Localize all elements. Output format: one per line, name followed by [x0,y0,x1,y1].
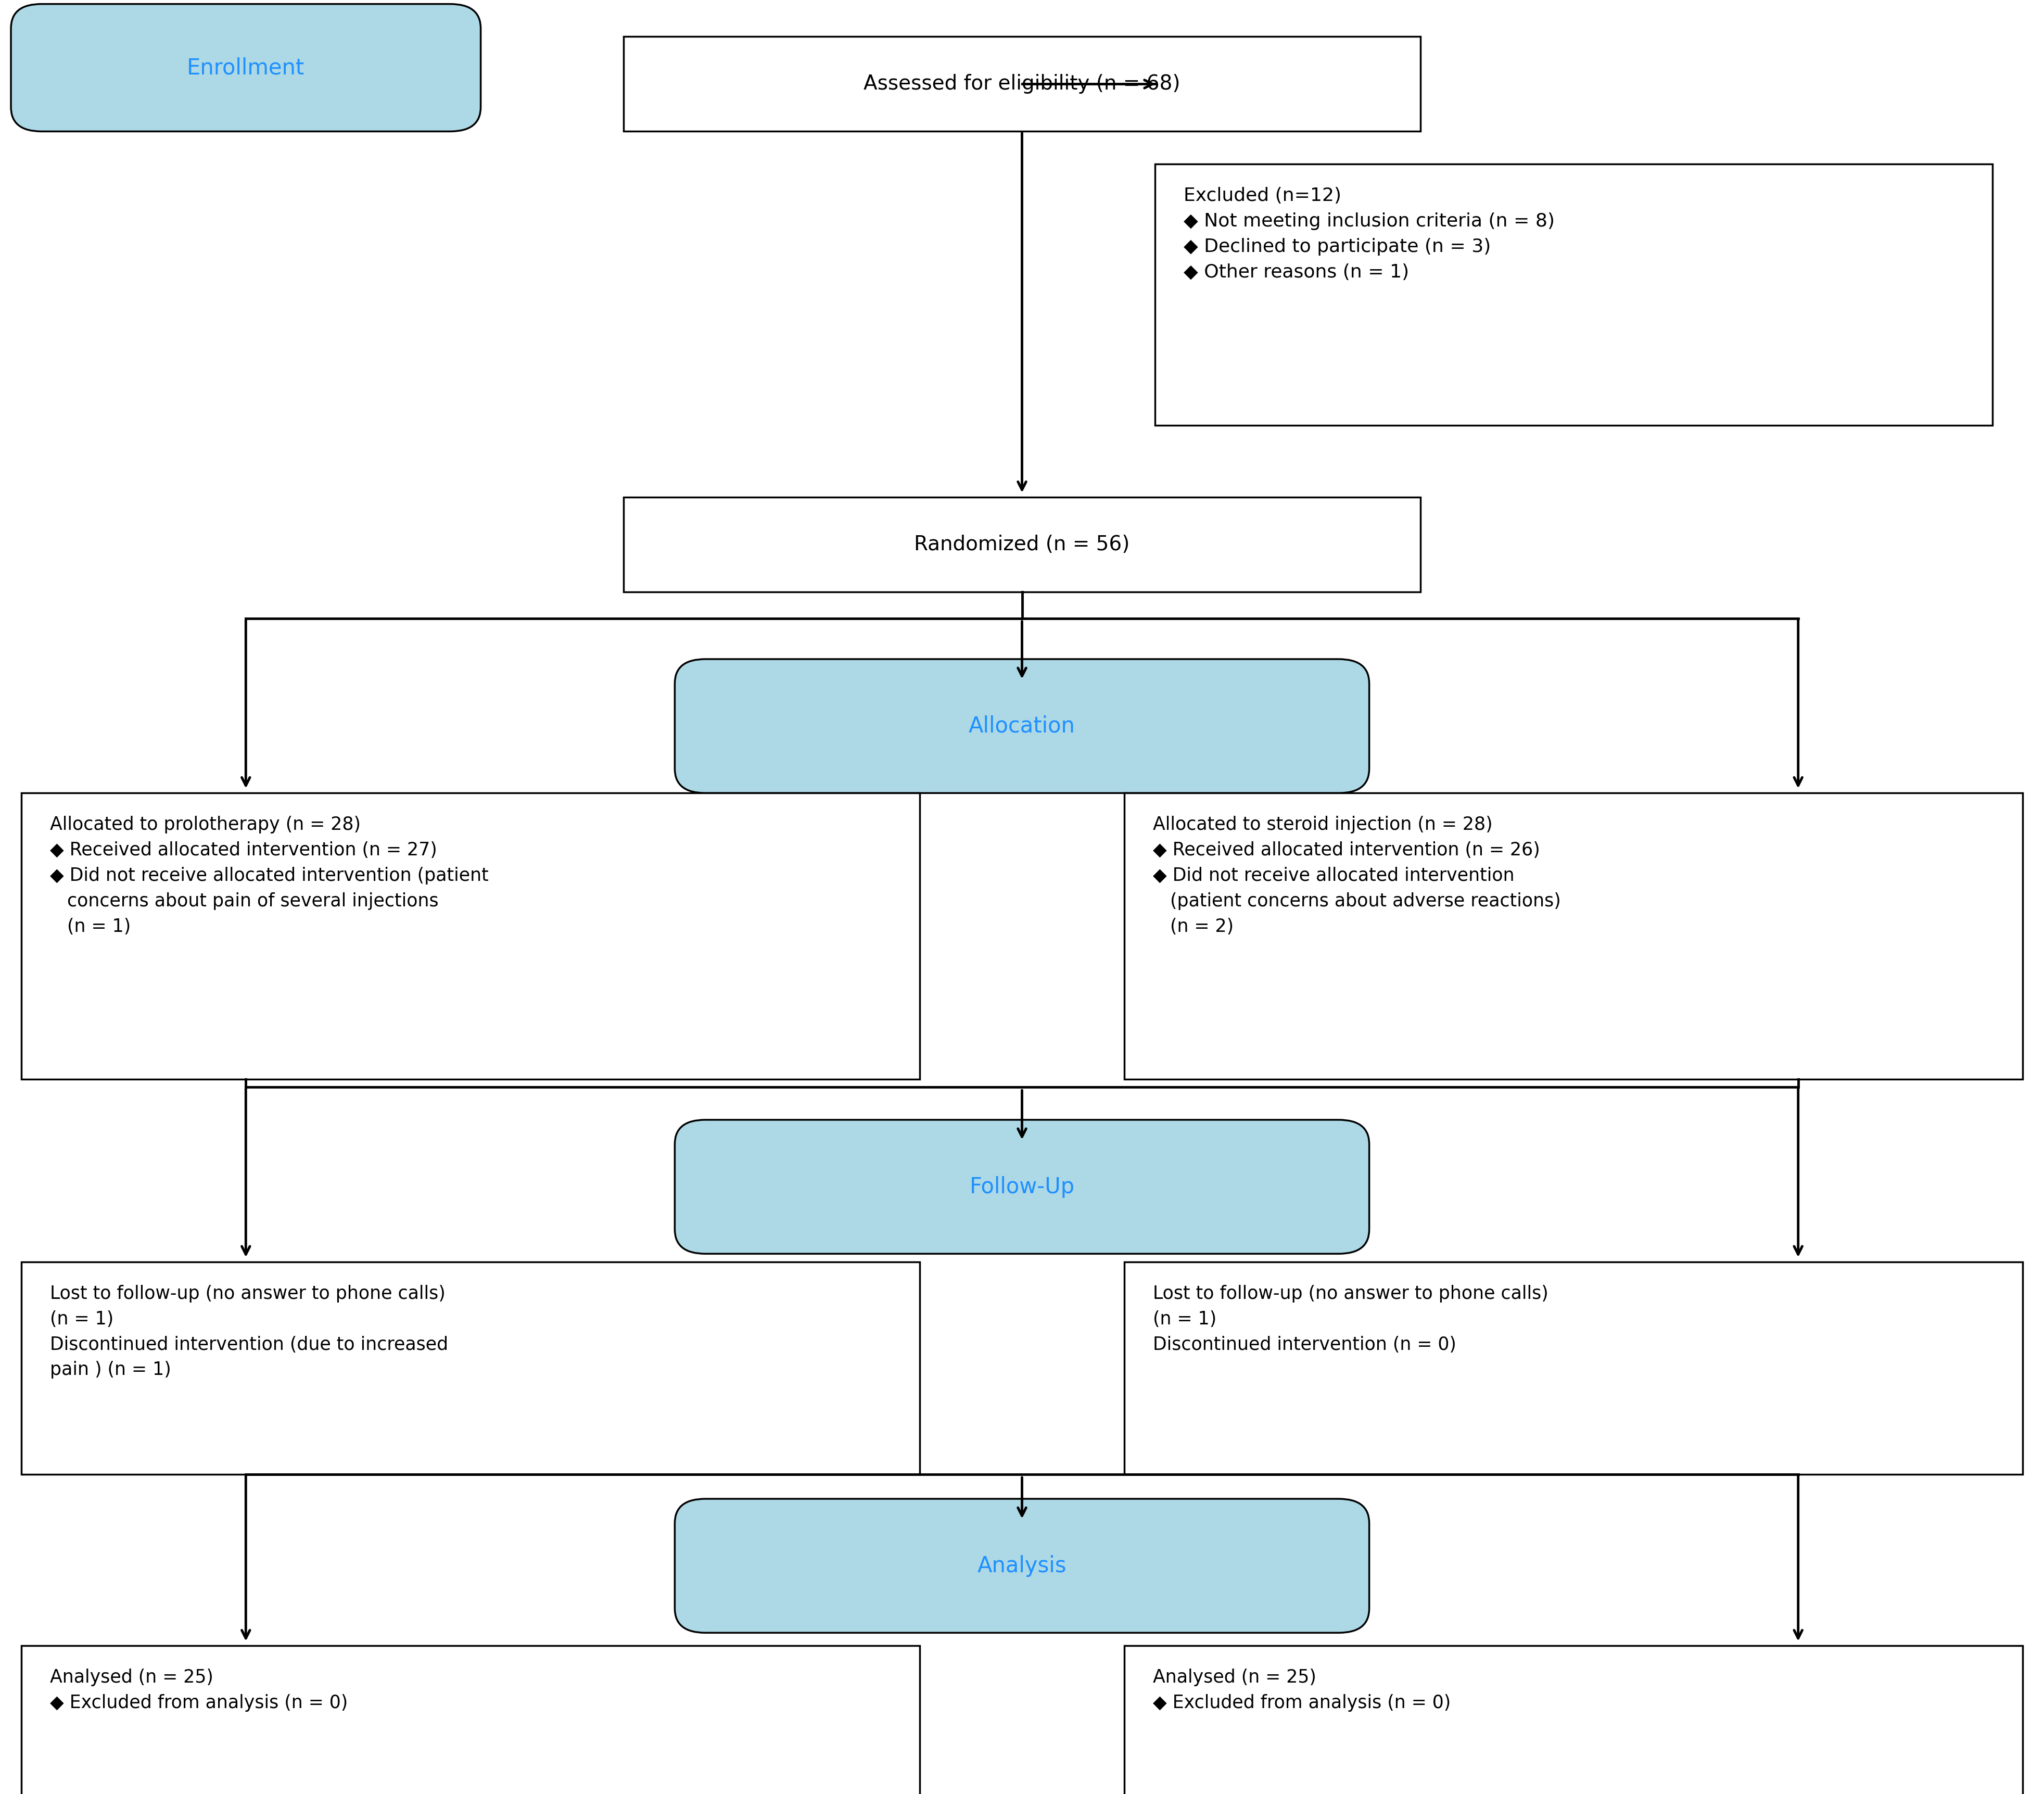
FancyBboxPatch shape [1124,1645,2024,1794]
Text: Excluded (n=12)
◆ Not meeting inclusion criteria (n = 8)
◆ Declined to participa: Excluded (n=12) ◆ Not meeting inclusion … [1183,187,1555,282]
Text: Randomized (n = 56): Randomized (n = 56) [914,535,1130,554]
FancyBboxPatch shape [20,1645,920,1794]
FancyBboxPatch shape [10,4,480,131]
Text: Allocated to steroid injection (n = 28)
◆ Received allocated intervention (n = 2: Allocated to steroid injection (n = 28) … [1153,816,1562,935]
Text: Analysed (n = 25)
◆ Excluded from analysis (n = 0): Analysed (n = 25) ◆ Excluded from analys… [1153,1668,1451,1711]
FancyBboxPatch shape [1155,163,1993,425]
Text: Analysis: Analysis [977,1555,1067,1577]
Text: Enrollment: Enrollment [186,57,305,79]
FancyBboxPatch shape [1124,1261,2024,1475]
FancyBboxPatch shape [20,1261,920,1475]
FancyBboxPatch shape [623,36,1421,131]
Text: Allocation: Allocation [969,716,1075,737]
Text: Lost to follow-up (no answer to phone calls)
(n = 1)
Discontinued intervention (: Lost to follow-up (no answer to phone ca… [49,1285,448,1380]
FancyBboxPatch shape [675,1119,1369,1254]
Text: Analysed (n = 25)
◆ Excluded from analysis (n = 0): Analysed (n = 25) ◆ Excluded from analys… [49,1668,347,1711]
FancyBboxPatch shape [20,793,920,1078]
Text: Assessed for eligibility (n = 68): Assessed for eligibility (n = 68) [865,74,1179,93]
FancyBboxPatch shape [675,1498,1369,1633]
FancyBboxPatch shape [1124,793,2024,1078]
FancyBboxPatch shape [623,497,1421,592]
FancyBboxPatch shape [675,658,1369,793]
Text: Allocated to prolotherapy (n = 28)
◆ Received allocated intervention (n = 27)
◆ : Allocated to prolotherapy (n = 28) ◆ Rec… [49,816,489,935]
Text: Follow-Up: Follow-Up [969,1175,1075,1198]
Text: Lost to follow-up (no answer to phone calls)
(n = 1)
Discontinued intervention (: Lost to follow-up (no answer to phone ca… [1153,1285,1547,1353]
